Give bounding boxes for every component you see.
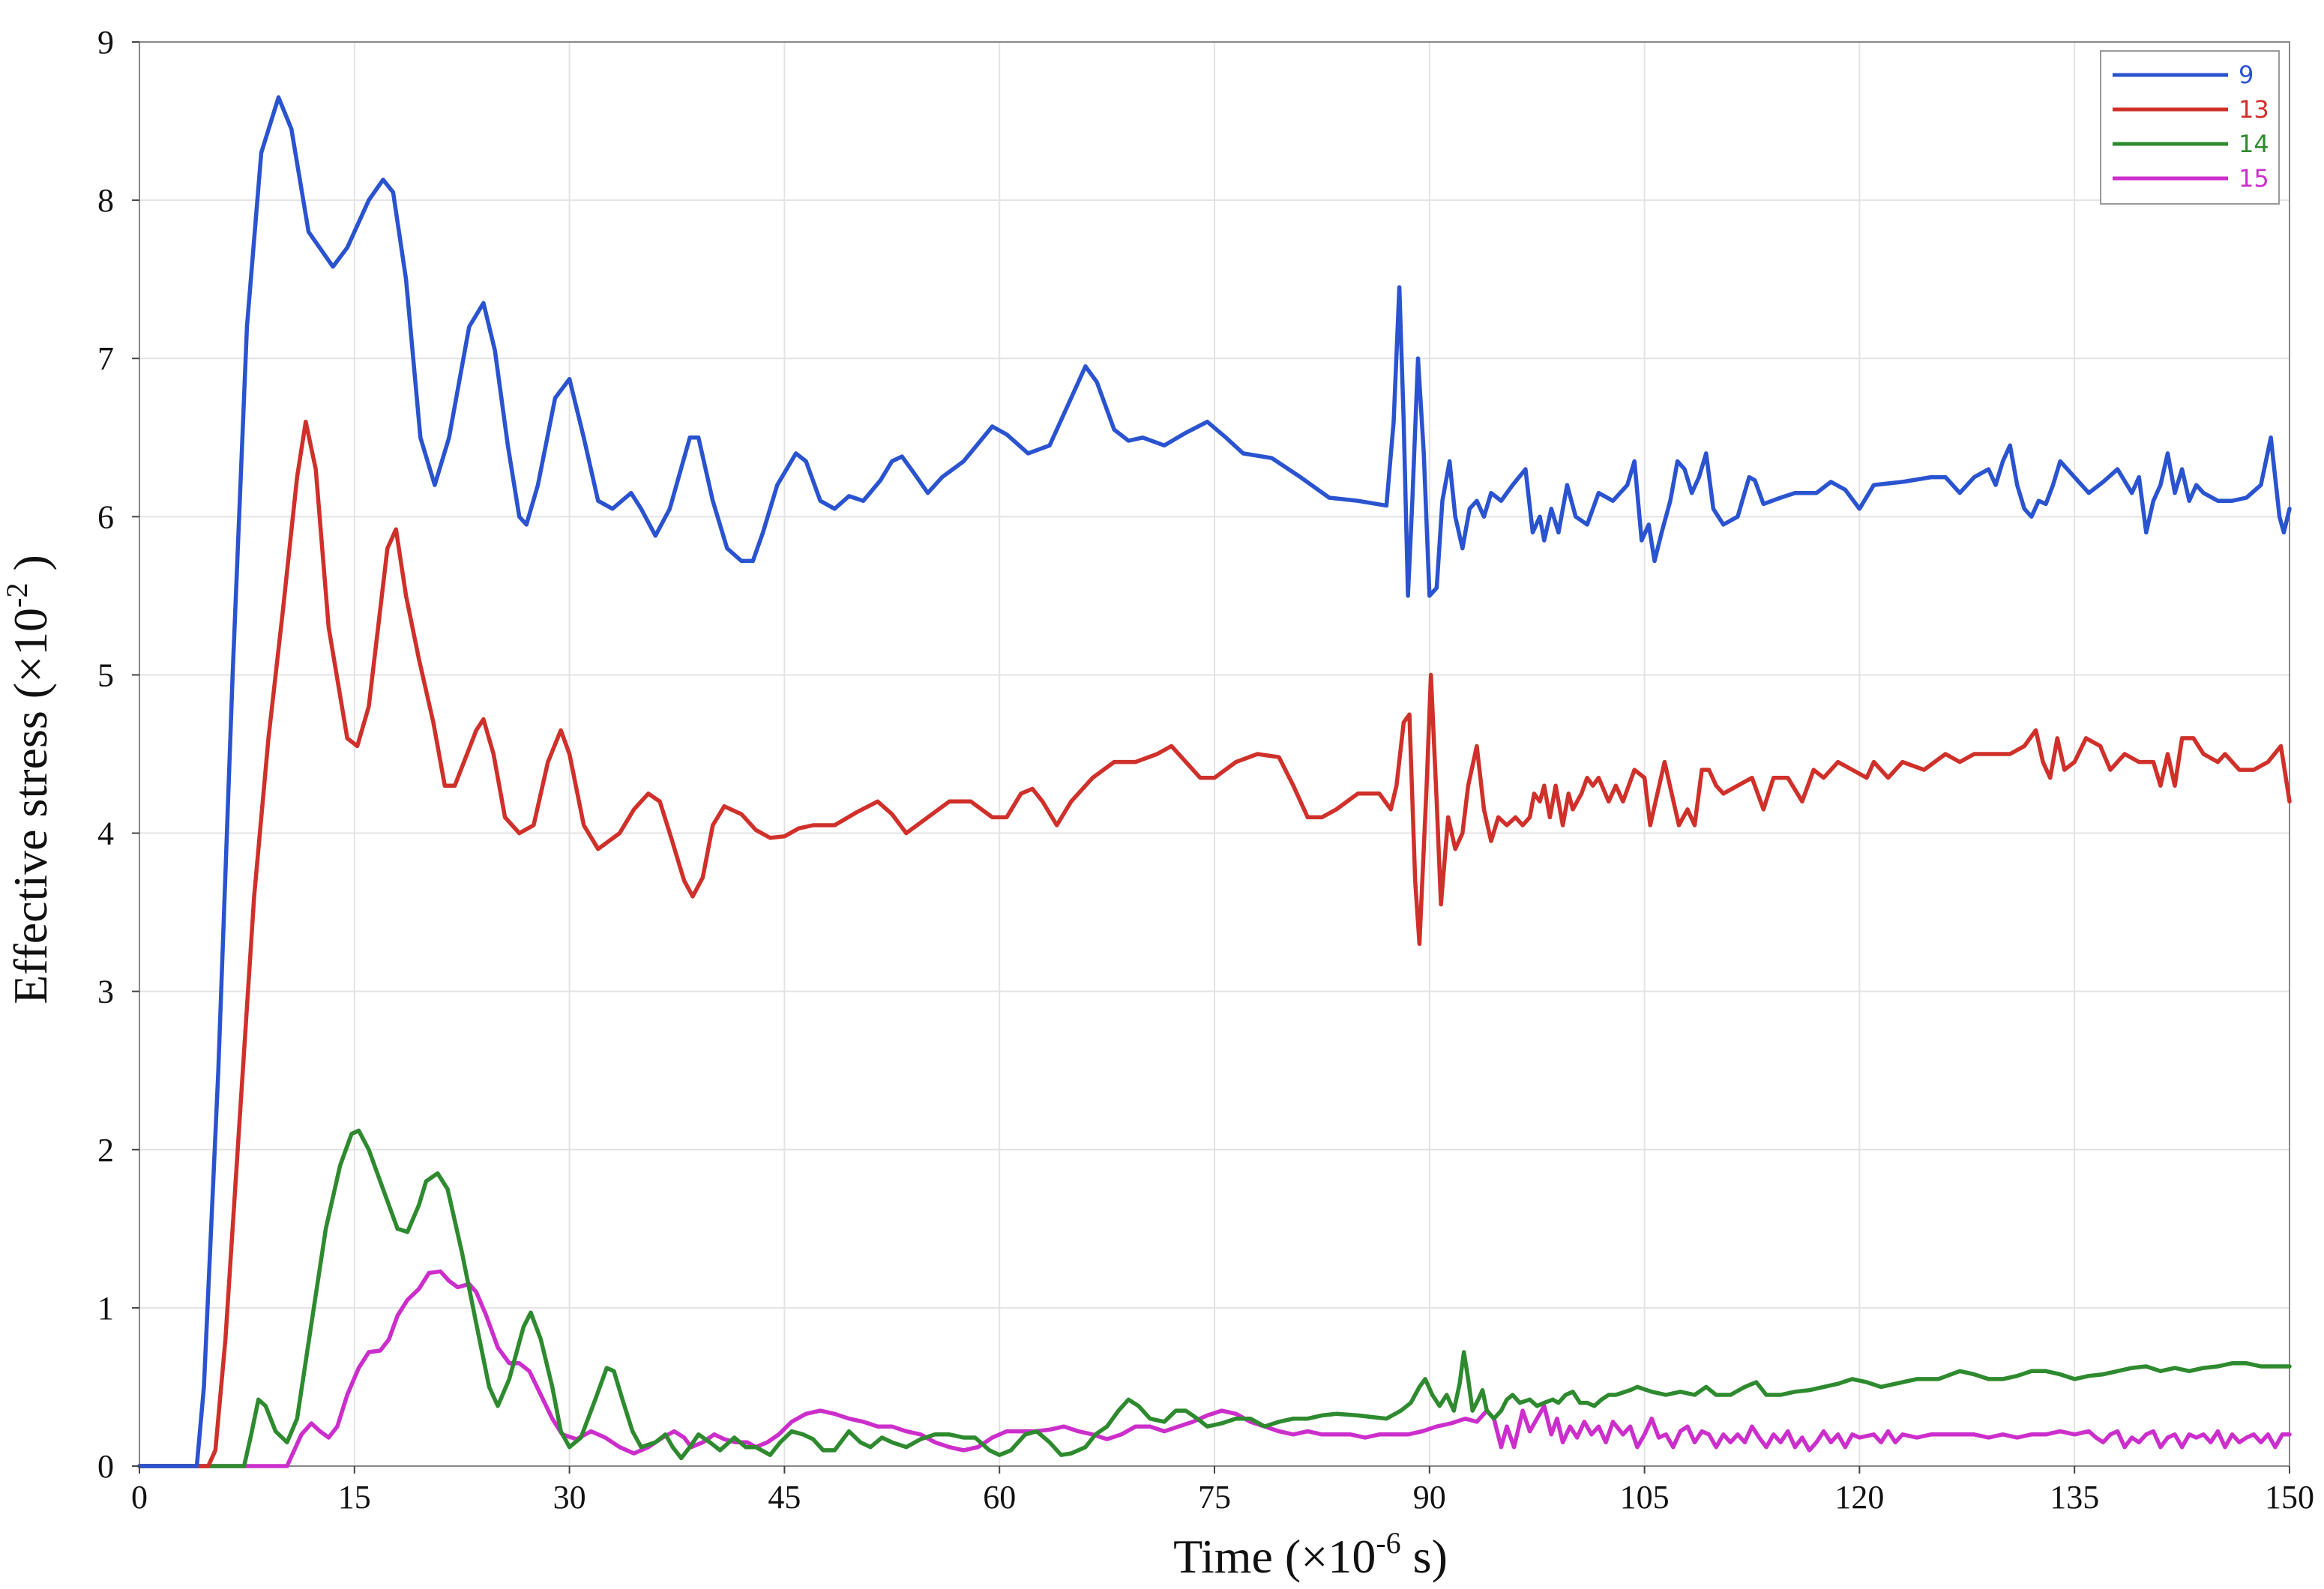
y-tick-label: 7 [97,340,114,377]
y-tick-label: 8 [97,182,114,219]
x-axis-title-suffix: s) [1401,1530,1448,1583]
x-tick-label: 105 [1620,1479,1670,1516]
x-tick-label: 90 [1413,1479,1446,1516]
x-tick-label: 150 [2265,1479,2314,1516]
y-tick-label: 1 [97,1290,114,1327]
x-axis-title: Time (×10-6 s) [1173,1526,1448,1583]
x-tick-label: 75 [1198,1479,1231,1516]
x-tick-label: 60 [983,1479,1016,1516]
y-tick-label: 9 [97,24,114,61]
x-tick-label: 15 [338,1479,371,1516]
x-tick-label: 30 [553,1479,586,1516]
legend-label-13: 13 [2239,95,2269,124]
y-tick-label: 3 [97,974,114,1010]
y-tick-label: 4 [97,815,114,852]
y-tick-label: 2 [97,1132,114,1169]
y-tick-label: 0 [97,1448,114,1485]
y-axis-title-main: Effective stress (×10 [4,608,57,1004]
y-axis-title-suffix: ) [4,555,57,582]
legend: 9 13 14 15 [2100,50,2280,205]
x-axis-title-superscript: -6 [1376,1526,1400,1560]
x-tick-label: 45 [768,1479,801,1516]
x-tick-label: 0 [131,1479,148,1516]
x-axis-title-main: Time (×10 [1173,1530,1376,1583]
y-axis-ticks: 0 1 2 3 4 5 6 7 8 9 [97,24,139,1485]
y-tick-label: 5 [97,657,114,693]
y-tick-label: 6 [97,498,114,535]
y-axis-title-superscript: -2 [0,583,34,608]
series-line-9 [137,95,2292,1468]
legend-label-15: 15 [2239,164,2269,193]
series-line-13 [137,419,2292,1468]
x-tick-label: 120 [1834,1479,1884,1516]
series-line-14 [137,1128,2292,1468]
legend-label-9: 9 [2239,61,2254,89]
legend-label-14: 14 [2239,130,2269,158]
series-lines [137,95,2292,1468]
x-axis-ticks: 0 15 30 45 60 75 90 105 120 135 150 [131,1466,2314,1516]
y-axis-title: Effective stress (×10-2 ) [0,555,57,1004]
x-tick-label: 135 [2050,1479,2099,1516]
